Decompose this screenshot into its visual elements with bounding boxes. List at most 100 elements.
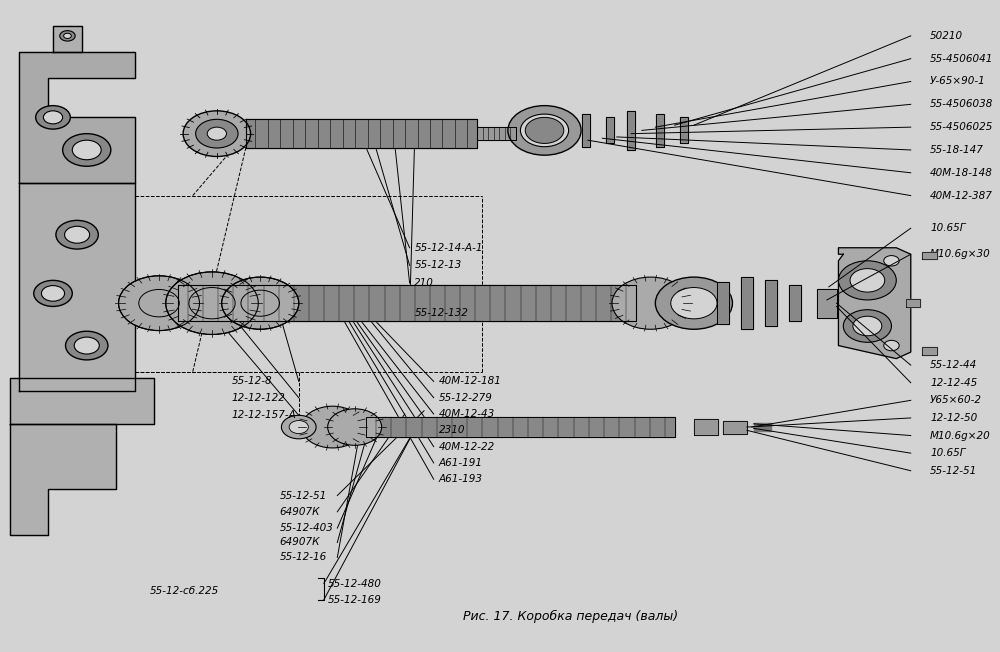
Polygon shape bbox=[723, 421, 747, 434]
Text: 55-12-279: 55-12-279 bbox=[439, 393, 492, 403]
Polygon shape bbox=[10, 424, 116, 535]
Circle shape bbox=[884, 340, 899, 351]
Polygon shape bbox=[817, 289, 837, 318]
Circle shape bbox=[60, 31, 75, 41]
Circle shape bbox=[183, 111, 251, 156]
Circle shape bbox=[56, 220, 98, 249]
Text: 55-12-403: 55-12-403 bbox=[279, 523, 333, 533]
Text: 10.65Г: 10.65Г bbox=[930, 223, 966, 233]
Circle shape bbox=[884, 256, 899, 266]
Text: 12-12-50: 12-12-50 bbox=[930, 413, 977, 423]
Polygon shape bbox=[765, 280, 777, 326]
Circle shape bbox=[520, 114, 569, 147]
Text: 55-12-480: 55-12-480 bbox=[328, 578, 382, 589]
Circle shape bbox=[63, 134, 111, 166]
Polygon shape bbox=[717, 282, 729, 324]
Circle shape bbox=[525, 117, 564, 143]
Circle shape bbox=[196, 119, 238, 148]
Text: 40М-12-22: 40М-12-22 bbox=[439, 441, 495, 452]
Text: 2310: 2310 bbox=[439, 425, 465, 436]
Text: 55-4506038: 55-4506038 bbox=[930, 99, 993, 110]
Polygon shape bbox=[606, 117, 614, 143]
Text: 55-12-169: 55-12-169 bbox=[328, 595, 382, 605]
Circle shape bbox=[34, 280, 72, 306]
Circle shape bbox=[289, 421, 308, 434]
Polygon shape bbox=[627, 111, 635, 150]
Text: 210: 210 bbox=[414, 278, 434, 288]
Circle shape bbox=[853, 316, 882, 336]
Polygon shape bbox=[19, 52, 135, 183]
Polygon shape bbox=[10, 378, 154, 424]
Circle shape bbox=[302, 406, 363, 448]
Circle shape bbox=[222, 277, 299, 329]
Text: 40М-12-387: 40М-12-387 bbox=[930, 190, 993, 201]
Text: 10.65Г: 10.65Г bbox=[930, 448, 966, 458]
Polygon shape bbox=[477, 127, 516, 140]
Polygon shape bbox=[922, 252, 937, 259]
Text: 55-12-51: 55-12-51 bbox=[279, 490, 327, 501]
Text: М10.6g×20: М10.6g×20 bbox=[930, 430, 991, 441]
Text: 50210: 50210 bbox=[930, 31, 963, 41]
Text: 55-12-13: 55-12-13 bbox=[414, 260, 462, 271]
Polygon shape bbox=[19, 183, 135, 391]
Text: 40М-12-43: 40М-12-43 bbox=[439, 409, 495, 419]
Polygon shape bbox=[838, 248, 911, 359]
Text: Рис. 17. Коробка передач (валы): Рис. 17. Коробка передач (валы) bbox=[463, 610, 678, 623]
Circle shape bbox=[36, 106, 70, 129]
Text: 55-12-8: 55-12-8 bbox=[231, 376, 272, 387]
Circle shape bbox=[281, 415, 316, 439]
Circle shape bbox=[843, 310, 891, 342]
Circle shape bbox=[612, 277, 689, 329]
Polygon shape bbox=[754, 423, 771, 431]
Text: 55-12-132: 55-12-132 bbox=[414, 308, 468, 318]
Text: 12-12-157-А: 12-12-157-А bbox=[231, 410, 296, 421]
Text: 55-12-44: 55-12-44 bbox=[930, 360, 977, 370]
Circle shape bbox=[74, 337, 99, 354]
Polygon shape bbox=[741, 277, 753, 329]
Polygon shape bbox=[922, 347, 937, 355]
Text: 55-12-51: 55-12-51 bbox=[930, 466, 977, 476]
Text: 40М-12-181: 40М-12-181 bbox=[439, 376, 501, 387]
Polygon shape bbox=[582, 114, 590, 147]
Circle shape bbox=[119, 276, 199, 331]
Text: 55-12-16: 55-12-16 bbox=[279, 552, 327, 563]
Circle shape bbox=[43, 111, 63, 124]
Text: М10.6g×30: М10.6g×30 bbox=[930, 249, 991, 259]
Circle shape bbox=[166, 272, 258, 334]
Text: У-65×90-1: У-65×90-1 bbox=[930, 76, 986, 87]
Polygon shape bbox=[53, 26, 82, 52]
Polygon shape bbox=[178, 285, 636, 321]
Text: А61-193: А61-193 bbox=[439, 474, 483, 484]
Text: 55-4506025: 55-4506025 bbox=[930, 122, 993, 132]
Polygon shape bbox=[680, 117, 688, 143]
Polygon shape bbox=[906, 299, 920, 307]
Circle shape bbox=[655, 277, 732, 329]
Circle shape bbox=[207, 127, 226, 140]
Text: 55-4506041: 55-4506041 bbox=[930, 53, 993, 64]
Circle shape bbox=[671, 288, 717, 319]
Text: 64907К: 64907К bbox=[279, 537, 320, 548]
Circle shape bbox=[41, 286, 65, 301]
Circle shape bbox=[850, 269, 885, 292]
Polygon shape bbox=[246, 119, 477, 148]
Polygon shape bbox=[656, 114, 664, 147]
Circle shape bbox=[838, 261, 896, 300]
Text: У65×60-2: У65×60-2 bbox=[930, 395, 982, 406]
Text: 55-12-сб.225: 55-12-сб.225 bbox=[149, 586, 219, 597]
Circle shape bbox=[328, 409, 382, 445]
Polygon shape bbox=[366, 417, 675, 437]
Circle shape bbox=[508, 106, 581, 155]
Text: 64907К: 64907К bbox=[279, 507, 320, 517]
Polygon shape bbox=[694, 419, 718, 435]
Text: 55-18-147: 55-18-147 bbox=[930, 145, 984, 155]
Text: 55-12-14-А-1: 55-12-14-А-1 bbox=[414, 243, 483, 253]
Polygon shape bbox=[789, 285, 801, 321]
Text: А61-191: А61-191 bbox=[439, 458, 483, 468]
Text: 40М-18-148: 40М-18-148 bbox=[930, 168, 993, 178]
Text: 12-12-122: 12-12-122 bbox=[231, 393, 285, 403]
Circle shape bbox=[66, 331, 108, 360]
Text: 12-12-45: 12-12-45 bbox=[930, 378, 977, 388]
Circle shape bbox=[65, 226, 90, 243]
Circle shape bbox=[72, 140, 101, 160]
Circle shape bbox=[64, 33, 71, 38]
